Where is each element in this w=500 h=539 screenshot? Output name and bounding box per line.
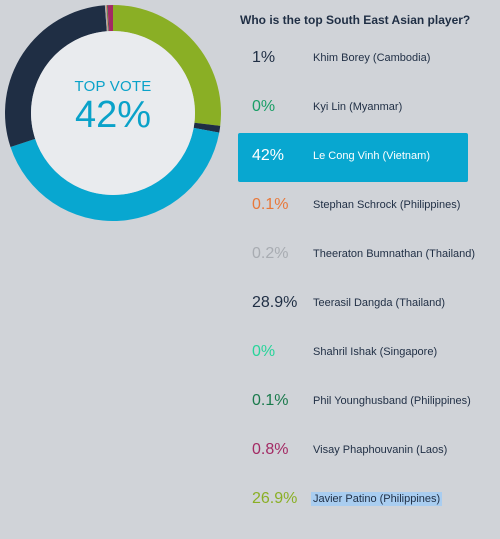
option-name: Le Cong Vinh (Vietnam) <box>313 150 430 162</box>
option-percent: 0.2% <box>252 245 289 262</box>
option-name: Theeraton Bumnathan (Thailand) <box>313 248 476 260</box>
option-name: Phil Younghusband (Philippines) <box>313 395 471 407</box>
vote-donut-chart: TOP VOTE 42% <box>5 5 221 221</box>
option-percent: 0.1% <box>252 392 289 409</box>
donut-center: TOP VOTE 42% <box>5 5 221 221</box>
poll-option[interactable]: 0.1% Phil Younghusband (Philippines) <box>238 378 471 427</box>
option-percent: 0% <box>252 343 276 360</box>
option-name: Stephan Schrock (Philippines) <box>313 199 461 211</box>
option-name: Teerasil Dangda (Thailand) <box>313 297 446 309</box>
top-vote-value: 42% <box>74 94 152 136</box>
option-percent: 42% <box>252 147 285 164</box>
option-name: Shahril Ishak (Singapore) <box>313 346 438 358</box>
option-percent: 0% <box>252 98 276 115</box>
donut-segment <box>113 5 221 126</box>
option-name: Kyi Lin (Myanmar) <box>313 101 403 113</box>
option-percent: 1% <box>252 49 276 66</box>
option-name: Khim Borey (Cambodia) <box>313 52 431 64</box>
donut-ring <box>5 5 221 221</box>
poll-option[interactable]: 26.9% Javier Patino (Philippines) <box>238 476 468 525</box>
donut-segment <box>193 122 221 133</box>
option-name: Javier Patino (Philippines) <box>311 492 443 506</box>
poll-option[interactable]: 0.2% Theeraton Bumnathan (Thailand) <box>238 231 475 280</box>
poll-question: Who is the top South East Asian player? <box>240 13 471 27</box>
poll-option[interactable]: 1% Khim Borey (Cambodia) <box>238 35 468 84</box>
poll-option[interactable]: 28.9% Teerasil Dangda (Thailand) <box>238 280 468 329</box>
option-percent: 28.9% <box>252 294 298 311</box>
option-percent: 0.8% <box>252 441 289 458</box>
top-vote-label: TOP VOTE <box>74 78 152 95</box>
option-percent: 26.9% <box>252 490 298 507</box>
donut-segment <box>5 5 107 148</box>
poll-option[interactable]: 0% Kyi Lin (Myanmar) <box>238 84 468 133</box>
poll-option[interactable]: 0.8% Visay Phaphouvanin (Laos) <box>238 427 468 476</box>
donut-segment <box>106 5 109 32</box>
poll-option[interactable]: 42% Le Cong Vinh (Vietnam) <box>238 133 468 182</box>
poll-options-list: 1% Khim Borey (Cambodia) 0% Kyi Lin (Myanma… <box>238 35 475 525</box>
option-name: Visay Phaphouvanin (Laos) <box>313 444 448 456</box>
donut-segment <box>107 5 113 32</box>
option-percent: 0.1% <box>252 196 289 213</box>
donut-segment <box>10 127 220 221</box>
poll-option[interactable]: 0.1% Stephan Schrock (Philippines) <box>238 182 468 231</box>
poll-option[interactable]: 0% Shahril Ishak (Singapore) <box>238 329 468 378</box>
donut-inner-disc <box>31 31 195 195</box>
donut-segment <box>106 5 109 32</box>
donut-segment <box>104 5 108 32</box>
